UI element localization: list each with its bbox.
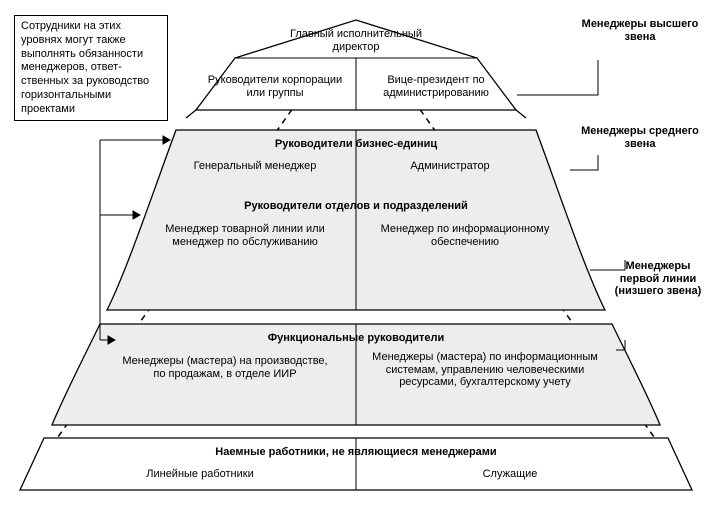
side-note: Сотрудники на этих уровнях могут также в… bbox=[14, 15, 168, 121]
apex-right: Вице-президент по администрированию bbox=[362, 74, 510, 99]
apex-title: Главный исполнительный директор bbox=[286, 28, 426, 53]
apex-left: Руководители корпорации или группы bbox=[200, 74, 350, 99]
mid-h2-left: Менеджер товарной линии или менеджер по … bbox=[150, 223, 340, 248]
base-h: Наемные работники, не являющиеся менедже… bbox=[176, 446, 536, 459]
mid-h1-right: Администратор bbox=[370, 160, 530, 173]
mid-h1: Руководители бизнес-единиц bbox=[236, 138, 476, 151]
mid-h2-right: Менеджер по информационному обеспечению bbox=[370, 223, 560, 248]
base-left: Линейные работники bbox=[90, 468, 310, 481]
func-left: Менеджеры (мастера) на производстве, по … bbox=[120, 355, 330, 380]
mid-h2: Руководители отделов и подразделений bbox=[206, 200, 506, 213]
label-middle-managers: Менеджеры среднего звена bbox=[580, 125, 700, 150]
base-right: Служащие bbox=[400, 468, 620, 481]
label-first-line-managers: Менеджеры первой линии (низшего звена) bbox=[608, 260, 708, 298]
mid-h1-left: Генеральный менеджер bbox=[170, 160, 340, 173]
func-h: Функциональные руководители bbox=[236, 332, 476, 345]
func-right: Менеджеры (мастера) по информационным си… bbox=[370, 351, 600, 389]
label-top-managers: Менеджеры высшего звена bbox=[580, 18, 700, 43]
